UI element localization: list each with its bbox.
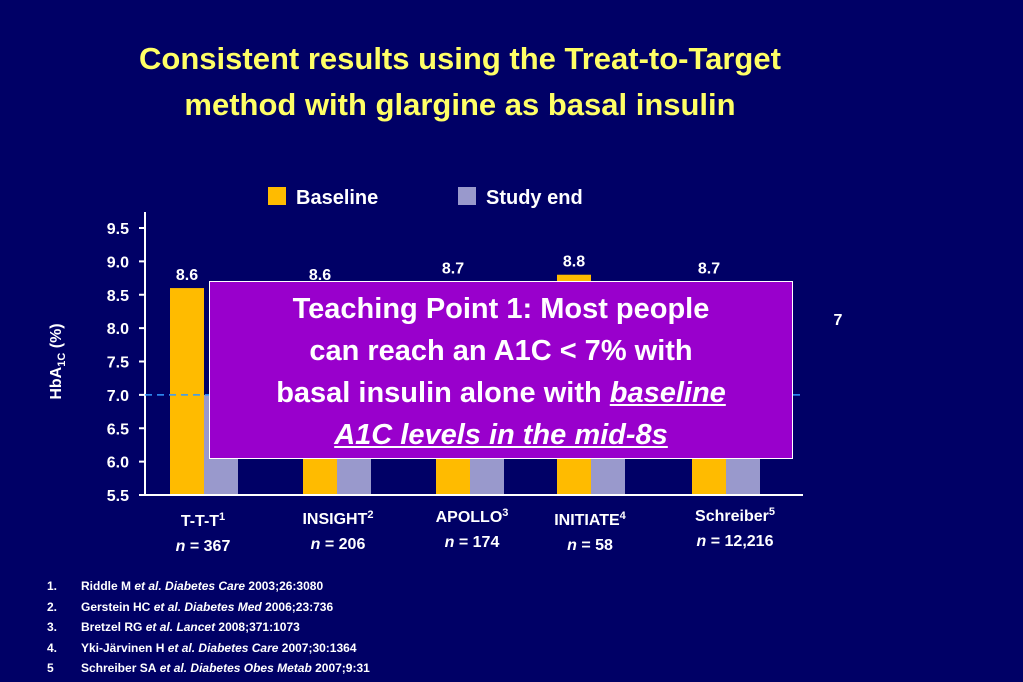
teaching-point-callout: Teaching Point 1: Most people can reach … <box>209 281 793 459</box>
category-label: Schreiber5 <box>695 506 775 525</box>
title-line-1: Consistent results using the Treat-to-Ta… <box>139 41 781 76</box>
callout-line-2: can reach an A1C < 7% with <box>309 335 693 367</box>
y-tick-label: 5.5 <box>107 488 129 505</box>
references-list: 1. Riddle M et al. Diabetes Care 2003;26:… <box>47 576 370 679</box>
y-tick-label: 7.5 <box>107 355 129 372</box>
data-label: 8.6 <box>309 267 331 284</box>
legend-swatch <box>458 187 476 205</box>
category-label: INITIATE4 <box>554 510 626 529</box>
data-label: 8.8 <box>563 254 585 271</box>
category-n-label: n = 206 <box>311 536 366 553</box>
reference-item: 1. Riddle M et al. Diabetes Care 2003;26:… <box>47 579 324 593</box>
y-tick-label: 6.5 <box>107 421 129 438</box>
category-label: APOLLO3 <box>436 507 509 526</box>
y-tick-label: 9.5 <box>107 221 129 238</box>
y-tick-label: 9.0 <box>107 254 129 271</box>
data-label: 8.6 <box>176 267 198 284</box>
y-tick-label: 6.0 <box>107 455 129 472</box>
data-label: 8.7 <box>442 260 464 277</box>
legend-label: Baseline <box>296 187 378 209</box>
callout-emphasis-baseline: baseline <box>609 377 726 409</box>
y-tick-label: 8.5 <box>107 288 129 305</box>
y-axis-title: HbA1C (%) <box>48 323 68 399</box>
reference-item: 3. Bretzel RG et al. Lancet 2008;371:1073 <box>47 620 300 634</box>
category-label: INSIGHT2 <box>302 509 373 528</box>
data-label: 8.7 <box>698 260 720 277</box>
legend-label: Study end <box>486 187 583 209</box>
category-label: T-T-T1 <box>181 511 225 530</box>
callout-line-3-text: basal insulin alone with <box>276 377 610 409</box>
reference-item: 2. Gerstein HC et al. Diabetes Med 2006;2… <box>47 599 334 614</box>
category-n-label: n = 174 <box>445 534 500 551</box>
category-n-label: n = 12,216 <box>697 533 774 550</box>
title-line-2: method with glargine as basal insulin <box>184 87 736 122</box>
category-n-label: n = 367 <box>176 538 231 555</box>
y-tick-label: 8.0 <box>107 321 129 338</box>
y-tick-label: 7.0 <box>107 388 129 405</box>
category-n-label: n = 58 <box>567 537 613 554</box>
bar-baseline <box>170 288 204 495</box>
slide-title: Consistent results using the Treat-to-Ta… <box>0 36 920 128</box>
legend-swatch <box>268 187 286 205</box>
callout-line-3: basal insulin alone with baseline <box>210 372 792 414</box>
reference-item: 5 Schreiber SA et al. Diabetes Obes Metab… <box>47 661 370 675</box>
data-label: 7 <box>834 312 843 329</box>
callout-line-4: A1C levels in the mid-8s <box>334 419 668 451</box>
callout-line-1: Teaching Point 1: Most people <box>292 293 710 325</box>
reference-item: 4. Yki-Järvinen H et al. Diabetes Care 20… <box>47 640 357 655</box>
